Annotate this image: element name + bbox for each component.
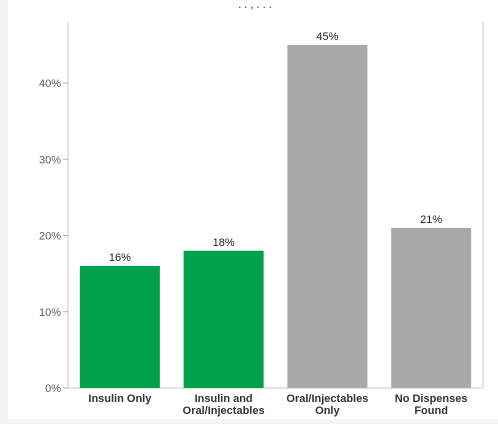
bar xyxy=(183,250,264,388)
y-tick-label: 0% xyxy=(45,383,61,395)
y-tick-label: 10% xyxy=(39,307,61,319)
x-category-label: No Dispenses Found xyxy=(395,393,468,417)
y-tick-label: 40% xyxy=(39,78,61,90)
bar-data-label: 16% xyxy=(109,252,131,264)
y-tick-label: 20% xyxy=(39,231,61,243)
bar xyxy=(79,266,160,388)
x-category-label: Insulin and Oral/Injectables xyxy=(183,393,265,417)
bar-data-label: 18% xyxy=(213,237,235,249)
bar xyxy=(391,227,472,388)
y-tick-label: 30% xyxy=(39,154,61,166)
bar-data-label: 21% xyxy=(420,214,442,226)
bar xyxy=(287,44,368,388)
x-category-label: Insulin Only xyxy=(88,393,152,405)
x-category-label: Oral/Injectables Only xyxy=(286,393,368,417)
chart-title-fragment: . . , . . . xyxy=(238,0,272,11)
bar-data-label: 45% xyxy=(316,31,338,43)
